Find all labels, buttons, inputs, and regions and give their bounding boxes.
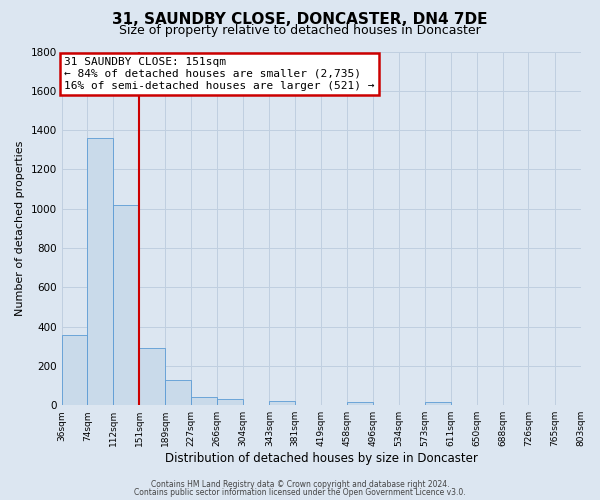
Text: 31 SAUNDBY CLOSE: 151sqm
← 84% of detached houses are smaller (2,735)
16% of sem: 31 SAUNDBY CLOSE: 151sqm ← 84% of detach… [64,58,375,90]
Bar [113,205,139,405]
Bar [217,400,243,405]
Text: Size of property relative to detached houses in Doncaster: Size of property relative to detached ho… [119,24,481,37]
Bar [165,380,191,405]
Bar [139,348,165,405]
Text: Contains HM Land Registry data © Crown copyright and database right 2024.: Contains HM Land Registry data © Crown c… [151,480,449,489]
Bar [347,402,373,405]
Bar [425,402,451,405]
X-axis label: Distribution of detached houses by size in Doncaster: Distribution of detached houses by size … [164,452,478,465]
Text: Contains public sector information licensed under the Open Government Licence v3: Contains public sector information licen… [134,488,466,497]
Bar [62,336,88,405]
Y-axis label: Number of detached properties: Number of detached properties [15,140,25,316]
Text: 31, SAUNDBY CLOSE, DONCASTER, DN4 7DE: 31, SAUNDBY CLOSE, DONCASTER, DN4 7DE [112,12,488,28]
Bar [191,398,217,405]
Bar [269,402,295,405]
Bar [88,138,113,405]
